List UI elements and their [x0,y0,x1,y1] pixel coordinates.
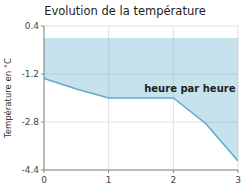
grid-line [44,26,45,170]
y-axis-line [44,26,45,170]
chart-container: 0.4 -1.2 -2.8 -4.40 1 2 3 Température en °C Evol… [0,0,250,188]
line [44,79,238,162]
y-axis-label: Température en °C [3,58,13,139]
x-axis-line [44,170,238,171]
x-tick [44,170,45,173]
grid [44,26,238,170]
x-tick-label: 2 [170,175,176,185]
grid-line [44,170,238,171]
x-tick-label: 1 [106,175,112,185]
x-tick-label: 0 [41,175,47,185]
x-tick [108,170,109,173]
y-tick-label: 0.4 [25,21,40,31]
x-tick-label: 3 [235,175,241,185]
y-tick-label: -2.8 [21,117,39,127]
y-tick [41,74,44,75]
title: Evolution de la température [44,4,206,18]
annotation: heure par heure [144,83,235,94]
x-tick [238,170,239,173]
y-tick [41,26,44,27]
plot-area [44,38,238,161]
grid-line [44,26,238,27]
y-tick-label: -4.4 [21,165,39,175]
axes: 0.4 -1.2 -2.8 -4.40 1 2 3 [21,21,240,186]
x-tick [173,170,174,173]
y-tick [41,122,44,123]
area [44,38,238,161]
y-tick-label: -1.2 [21,69,39,79]
chart: 0.4 -1.2 -2.8 -4.40 1 2 3 Température en °C Evol… [0,0,250,188]
